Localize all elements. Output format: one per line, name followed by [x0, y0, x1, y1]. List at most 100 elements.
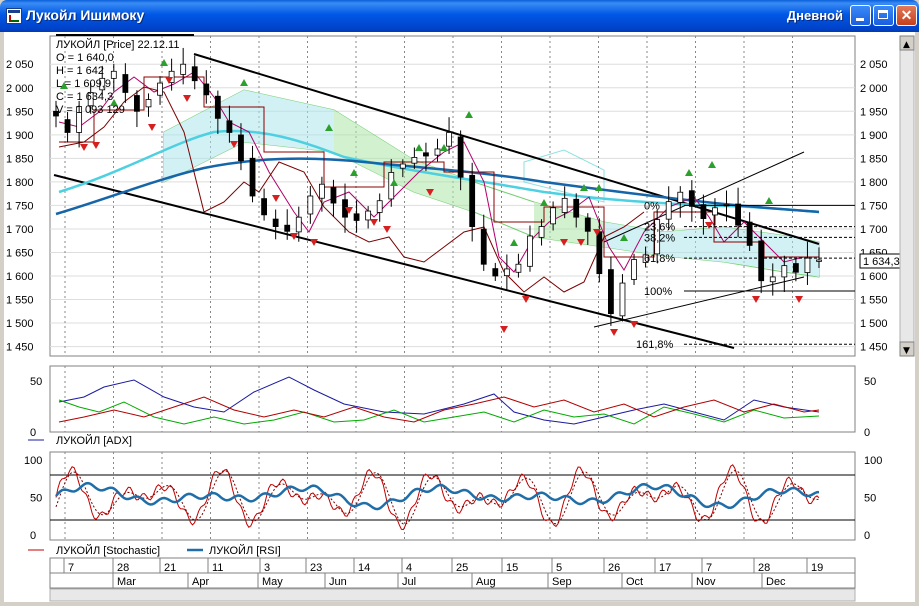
candle-body [295, 216, 302, 233]
fractal-down-arrow [345, 207, 353, 214]
candle-body [735, 203, 741, 226]
fractal-up-arrow [415, 144, 423, 151]
candle-body [87, 92, 94, 107]
fractal-down-arrow [230, 141, 238, 148]
candle-body [157, 82, 163, 96]
fractal-down-arrow [610, 329, 618, 336]
fractal-down-arrow [705, 222, 713, 229]
osc-tick-label-left: 100 [24, 455, 42, 467]
candle-body [434, 148, 441, 156]
fractal-down-arrow [148, 124, 156, 131]
fib-label: 0% [644, 200, 660, 212]
candle-body [191, 66, 198, 82]
day-label: 28 [758, 562, 770, 574]
adx-tick-label-left: 0 [30, 427, 36, 439]
minimize-button[interactable] [850, 5, 871, 26]
fractal-up-arrow [350, 169, 358, 176]
candle-body [584, 217, 591, 232]
candle-body [446, 132, 452, 147]
day-label: 11 [212, 562, 223, 574]
month-label: Apr [192, 576, 209, 588]
candle-body [226, 120, 233, 133]
candle-body [804, 257, 811, 273]
osc-tick-label-right: 100 [864, 455, 882, 467]
chart-area: 2 050 2 050 2 000 2 000 1 950 1 950 1 900 1 900… [4, 32, 915, 602]
candle-body [515, 263, 522, 273]
day-label: 5 [556, 562, 562, 574]
candle-body [376, 200, 383, 213]
adx-line [58, 376, 820, 425]
legend-open: O = 1 640,0 [56, 52, 114, 64]
day-label: 17 [659, 562, 671, 574]
price-tick-label-right: 1 450 [860, 342, 888, 354]
price-tick-label-right: 1 700 [860, 224, 888, 236]
adx-tick-label-left: 50 [30, 376, 42, 388]
fractal-up-arrow [240, 79, 248, 86]
candle-body [677, 191, 684, 203]
maximize-icon [878, 10, 888, 19]
osc-tick-label-right: 0 [864, 530, 870, 542]
candle-body [134, 95, 140, 112]
fib-label: 38,2% [644, 232, 675, 244]
month-label: Jul [402, 576, 416, 588]
day-label: 26 [608, 562, 620, 574]
day-label: 14 [358, 562, 370, 574]
price-tick-label-right: 1 900 [860, 130, 888, 142]
candle-body [712, 207, 718, 216]
title-bar[interactable]: Лукойл Ишимоку Дневной ✕ [0, 0, 919, 32]
stochastic-signal-line [55, 469, 820, 525]
last-price-label: 1 634,3 [863, 256, 900, 268]
candle-body [573, 198, 580, 218]
timeframe-label: Дневной [786, 8, 843, 23]
candle-body [203, 83, 210, 96]
fractal-down-arrow [383, 226, 391, 233]
day-label: 21 [164, 562, 176, 574]
legend-close: C = 1 634,3 [56, 91, 113, 103]
day-label: 28 [117, 562, 129, 574]
month-label: Jun [329, 576, 347, 588]
plus-di-line [58, 399, 820, 425]
candle-body [608, 269, 614, 315]
time-scrollbar[interactable] [49, 588, 856, 602]
fractal-up-arrow [465, 111, 473, 118]
fibonacci-levels: 0% 23,6%38,2% 61,8% 100% 161,8% [636, 200, 855, 351]
fractal-up-arrow [510, 239, 518, 246]
fractal-up-arrow [620, 234, 628, 241]
minimize-icon [856, 18, 864, 21]
scroll-down-button[interactable] [899, 341, 915, 357]
fractal-down-arrow [272, 195, 280, 202]
candle-body [110, 70, 117, 79]
price-candles [53, 47, 822, 326]
scroll-up-button[interactable] [899, 35, 915, 51]
candle-body [480, 228, 487, 265]
fractal-down-arrow [795, 296, 803, 303]
candle-body [99, 77, 106, 91]
day-label: 25 [456, 562, 468, 574]
price-scrollbar[interactable]: ▲ ▼ [899, 35, 915, 357]
fractal-down-arrow [80, 144, 88, 151]
candle-body [469, 174, 476, 227]
tenkan-line [58, 71, 805, 273]
maximize-button[interactable] [873, 5, 894, 26]
adx-tick-label-right: 0 [864, 427, 870, 439]
candle-body [307, 195, 314, 215]
candle-body [353, 213, 360, 221]
day-label: 4 [406, 562, 412, 574]
candle-body [318, 183, 325, 199]
price-tick-label-right: 1 800 [860, 177, 888, 189]
fractal-down-arrow [290, 233, 298, 240]
fractal-up-arrow [685, 169, 693, 176]
fractal-up-arrow [440, 144, 448, 151]
candle-body [423, 152, 429, 157]
close-button[interactable]: ✕ [896, 5, 917, 26]
osc-tick-label-left: 50 [30, 493, 42, 505]
legend-title: ЛУКОЙЛ [Price] 22.12.11 [56, 38, 179, 51]
month-label: Aug [476, 576, 496, 588]
price-tick-label-left: 1 700 [6, 224, 34, 236]
candle-body [272, 218, 279, 227]
fractal-down-arrow [577, 239, 585, 246]
oscillator-axis-labels: 100 100 50 50 0 0 [24, 455, 882, 542]
fractal-up-arrow [160, 59, 168, 66]
fractal-up-arrow [390, 179, 398, 186]
candle-body [769, 276, 776, 283]
